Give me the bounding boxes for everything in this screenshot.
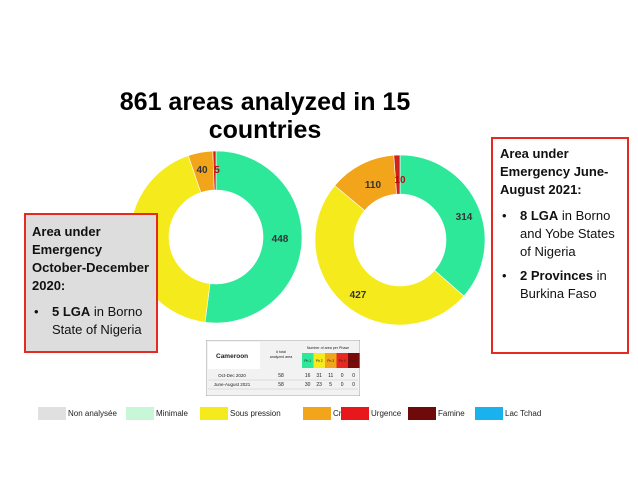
table-text: 58 xyxy=(278,382,284,388)
table-text: Oct-Dec 2020 xyxy=(218,373,246,378)
legend-swatch xyxy=(200,407,228,420)
donut-value-label: 40 xyxy=(196,165,208,176)
bullet-item: • 2 Provinces in Burkina Faso xyxy=(500,267,621,303)
table-text: 0 xyxy=(352,373,355,379)
bullet-text: in Borno State of Nigeria xyxy=(52,304,143,337)
table-text: Ph 1 xyxy=(304,359,311,363)
legend-label: Lac Tchad xyxy=(505,409,542,418)
legend-swatch xyxy=(303,407,331,420)
legend-label: Minimale xyxy=(156,409,189,418)
table-text: 5 xyxy=(329,382,332,388)
legend-label: Urgence xyxy=(371,409,402,418)
donut-slice xyxy=(399,154,486,297)
table-text: 0 xyxy=(341,382,344,388)
table-text: 31 xyxy=(316,373,322,379)
table-text: Ph 3 xyxy=(327,359,334,363)
bullet-bold: 5 LGA xyxy=(52,304,91,319)
legend-swatch xyxy=(126,407,154,420)
legend-label: Sous pression xyxy=(230,409,281,418)
table-text: Ph 2 xyxy=(316,359,323,363)
donut-value-label: 110 xyxy=(365,180,382,191)
table-text: 23 xyxy=(316,382,322,388)
emergency-box-oct-dec-2020: Area under Emergency October-December 20… xyxy=(24,213,158,353)
table-text: Ph 5 xyxy=(350,359,357,363)
legend-label: Famine xyxy=(438,409,465,418)
bullet-bold: 8 LGA xyxy=(520,208,559,223)
legend-swatch xyxy=(341,407,369,420)
table-text: 0 xyxy=(341,373,344,379)
table-text: Cameroon xyxy=(216,353,248,360)
bullet-icon: • xyxy=(502,268,507,283)
donut-value-label: 427 xyxy=(350,290,367,301)
bullet-text: in Burkina Faso xyxy=(520,268,607,301)
table-text: 11 xyxy=(328,373,333,379)
box-heading: Area under Emergency October-December 20… xyxy=(32,224,150,293)
bullet-item: • 5 LGA in Borno State of Nigeria xyxy=(32,303,150,339)
table-text: 30 xyxy=(305,382,311,388)
table-text: Ph 4 xyxy=(339,359,346,363)
bullet-text: in Borno and Yobe States of Nigeria xyxy=(520,208,615,259)
table-text: 58 xyxy=(278,373,284,379)
donut-slice xyxy=(393,154,401,195)
box-heading: Area under Emergency June-August 2021: xyxy=(500,146,609,197)
bullet-icon: • xyxy=(502,208,507,223)
slide-title: 861 areas analyzed in 15 countries xyxy=(119,88,411,144)
legend-label: Non analysée xyxy=(68,409,117,418)
table-text: 16 xyxy=(305,373,311,379)
bullet-icon: • xyxy=(34,304,39,319)
bullet-bold: 2 Provinces xyxy=(520,268,593,283)
legend-swatch xyxy=(38,407,66,420)
table-text: analyzed area xyxy=(270,355,293,359)
table-text: Number of area per Phase xyxy=(307,346,349,350)
donut-value-label: 10 xyxy=(394,175,406,186)
legend-swatch xyxy=(475,407,503,420)
donut-value-label: 448 xyxy=(272,234,289,245)
donut-slice xyxy=(212,150,217,191)
emergency-box-jun-aug-2021: Area under Emergency June-August 2021: •… xyxy=(491,137,629,354)
table-text: June-August 2021 xyxy=(214,382,251,387)
bullet-item: • 8 LGA in Borno and Yobe States of Nige… xyxy=(500,207,621,261)
legend-swatch xyxy=(408,407,436,420)
table-text: 0 xyxy=(352,382,355,388)
donut-slice xyxy=(204,150,303,324)
donut-value-label: 5 xyxy=(214,165,220,176)
donut-slice xyxy=(314,185,465,326)
table-text: # total xyxy=(276,350,286,354)
donut-value-label: 314 xyxy=(456,212,473,223)
